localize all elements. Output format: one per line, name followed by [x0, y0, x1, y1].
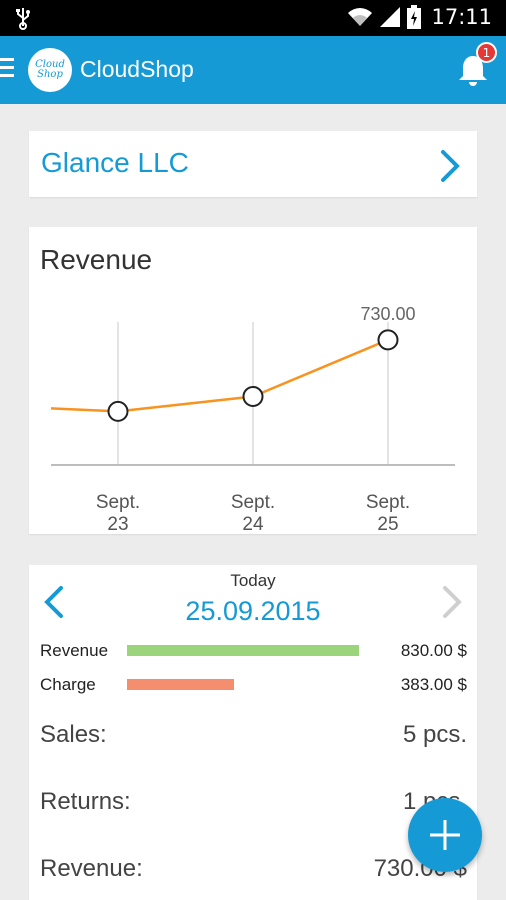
- chevron-left-icon[interactable]: [43, 585, 65, 619]
- data-point: [107, 400, 129, 422]
- chevron-right-icon[interactable]: [441, 585, 463, 619]
- wifi-icon: [348, 8, 373, 26]
- notification-badge: 1: [476, 42, 497, 63]
- app-title: CloudShop: [80, 56, 194, 82]
- revenue-chart-card: Revenue 730.00 Sept. 23 Sept. 24 Sept. 25: [29, 227, 477, 534]
- revenue-bar: [127, 645, 359, 656]
- x-tick-label: 23: [107, 514, 128, 534]
- chart-title: Revenue: [40, 244, 153, 275]
- charge-bar: [127, 679, 235, 690]
- charge-bar-row: Charge 383.00 $: [40, 672, 467, 696]
- period-label: Today: [230, 571, 276, 590]
- signal-icon: [380, 7, 401, 27]
- daily-summary-card: Today 25.09.2015 Revenue 830.00 $ Charge…: [29, 565, 477, 900]
- series-line: [50, 338, 389, 413]
- x-tick-label: Sept.: [96, 492, 140, 513]
- data-label: 730.00: [360, 304, 415, 324]
- menu-icon[interactable]: [0, 58, 14, 82]
- clock: 17:11: [431, 5, 492, 29]
- x-tick-label: 24: [242, 514, 264, 534]
- bar-value: 383.00 $: [400, 675, 467, 694]
- battery-charging-icon: [407, 5, 422, 29]
- stat-label: Sales:: [40, 721, 107, 748]
- bar-label: Revenue: [40, 641, 109, 660]
- stat-row-revenue: Revenue: 730.00 $: [40, 855, 467, 889]
- x-tick-label: 25: [377, 514, 398, 534]
- chevron-right-icon[interactable]: [439, 149, 461, 183]
- logo-text-line-2: Shop: [37, 69, 63, 80]
- plus-icon: [430, 820, 460, 850]
- add-button[interactable]: [408, 798, 482, 872]
- app-bar: Cloud Shop CloudShop 1: [0, 36, 506, 104]
- x-tick-label: Sept.: [366, 492, 410, 513]
- company-selector[interactable]: Glance LLC: [29, 131, 477, 197]
- bar-value: 830.00 $: [400, 641, 467, 660]
- usb-icon: [16, 8, 30, 30]
- status-bar: 17:11: [0, 0, 506, 36]
- data-point: [377, 329, 399, 351]
- bar-label: Charge: [40, 675, 96, 694]
- data-point: [242, 385, 264, 407]
- x-tick-label: Sept.: [231, 492, 275, 513]
- stat-row-returns: Returns: 1 pcs.: [40, 788, 467, 822]
- logo-text-line-1: Cloud: [35, 59, 65, 70]
- summary-date: 25.09.2015: [185, 596, 321, 626]
- stat-value: 5 pcs.: [402, 721, 467, 748]
- revenue-bar-row: Revenue 830.00 $: [40, 638, 467, 662]
- stat-label: Revenue:: [40, 855, 143, 882]
- stat-row-sales: Sales: 5 pcs.: [40, 721, 467, 755]
- company-name: Glance LLC: [41, 147, 189, 178]
- app-logo: Cloud Shop: [28, 48, 72, 92]
- stat-label: Returns:: [40, 788, 131, 815]
- bell-icon[interactable]: [455, 52, 491, 88]
